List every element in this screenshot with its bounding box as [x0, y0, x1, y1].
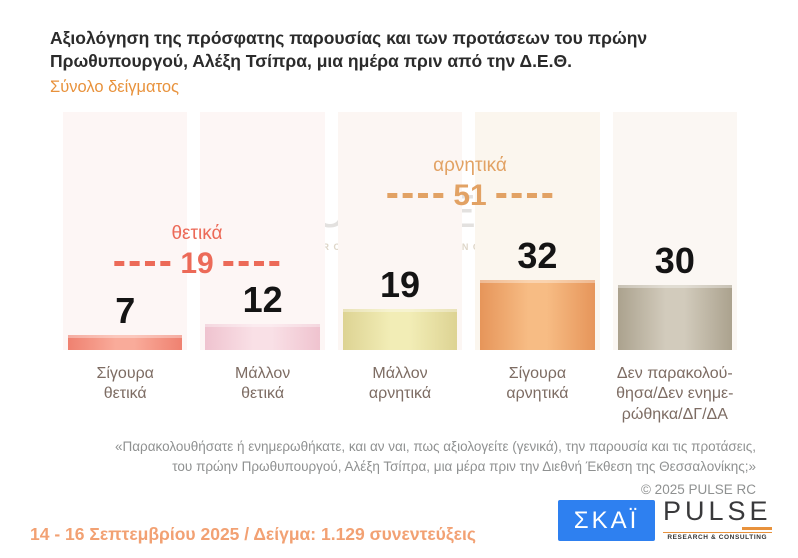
skai-logo-text: ΣΚΑΪ: [573, 506, 640, 534]
bar-value-label: 7: [115, 290, 136, 331]
bar-value-label: 32: [517, 235, 558, 276]
bar: [342, 309, 458, 350]
bar: [68, 335, 183, 350]
bar: [617, 285, 733, 350]
dash-line: [496, 193, 553, 199]
bar-value-label: 19: [379, 264, 421, 305]
sample-subtitle: Σύνολο δείγματος: [50, 78, 180, 96]
category-label: Σίγουρα αρνητικά: [506, 365, 569, 403]
category-label: Μάλλον θετικά: [234, 365, 291, 403]
bar-column-mallon-arnitika: 19: [337, 112, 463, 350]
bar-value-label: 30: [654, 240, 695, 281]
pulse-logo-text: PULSE: [663, 496, 772, 526]
annotation-value: 51: [453, 178, 487, 212]
pulse-logo-rule: [741, 527, 772, 530]
bar-chart: PULSE RESEARCH & CONSULTING 7 12 19 32: [63, 112, 738, 425]
bar-column-sigoura-arnitika: 32: [475, 112, 600, 350]
bar-column-mallon-thetika: 12: [200, 112, 325, 350]
annotation-label: αρνητικά: [433, 155, 507, 176]
category-label: Μάλλον αρνητικά: [368, 365, 432, 403]
pulse-logo: PULSE RESEARCH & CONSULTING: [661, 496, 772, 544]
bar: [205, 324, 320, 350]
quote-line: του πρώην Πρωθυπουργού, Αλέξη Τσίπρα, μι…: [172, 459, 756, 475]
dash-line: [223, 261, 280, 267]
bar-value-label: 12: [242, 279, 283, 320]
pulse-logo-tagline: RESEARCH & CONSULTING: [663, 532, 772, 541]
quote-line: «Παρακολουθήσατε ή ενημερωθήκατε, και αν…: [114, 439, 756, 454]
dash-line: [114, 261, 171, 267]
skai-logo: ΣΚΑΪ: [558, 500, 655, 541]
fieldwork-dates-sample: 14 - 16 Σεπτεμβρίου 2025 / Δείγμα: 1.129…: [30, 524, 476, 544]
annotation-value: 19: [180, 246, 214, 280]
bar: [480, 280, 595, 350]
annotation-positive-total: θετικά 19: [114, 223, 280, 280]
category-axis: Σίγουρα θετικά Μάλλον θετικά Μάλλον αρνη…: [63, 364, 737, 425]
category-label: Σίγουρα θετικά: [96, 365, 154, 403]
annotation-label: θετικά: [171, 223, 223, 244]
copyright: © 2025 PULSE RC: [640, 481, 756, 497]
survey-question-quote: «Παρακολουθήσατε ή ενημερωθήκατε, και αν…: [60, 437, 756, 500]
bar-column-sigoura-thetika: 7: [63, 112, 188, 350]
annotation-negative-total: αρνητικά 51: [387, 155, 553, 212]
category-label: Δεν παρακολού- θησα/Δεν ενημε- ρώθηκα/ΔΓ…: [616, 365, 734, 423]
bar-column-den-parakolouthisa: 30: [612, 112, 738, 350]
plot-area: PULSE RESEARCH & CONSULTING 7 12 19 32: [63, 112, 738, 350]
page-title: Αξιολόγηση της πρόσφατης παρουσίας και τ…: [50, 28, 648, 72]
dash-line: [387, 193, 444, 199]
